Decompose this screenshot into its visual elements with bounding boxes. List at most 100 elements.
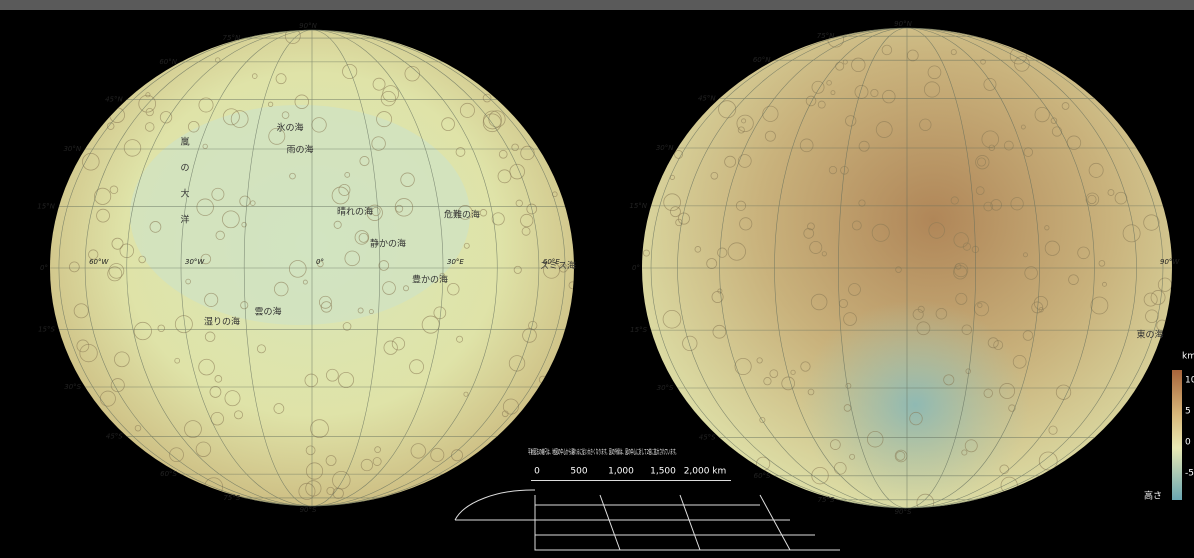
crater [256,344,266,354]
crater [482,93,492,103]
crater [368,309,374,315]
crater [870,88,879,98]
crater [109,185,119,195]
scale-bar [531,480,731,481]
latitude-label: 45°S [106,432,123,440]
latitude-label: 15°S [38,326,55,334]
crater [134,424,142,432]
crater [479,209,488,217]
latitude-label: 30°S [657,384,674,392]
crater [149,221,162,233]
crater [317,260,324,268]
crater [383,340,398,355]
crater [977,157,987,167]
crater [241,221,247,228]
crater [871,223,890,242]
crater [737,154,752,168]
crater [234,410,244,420]
crater [357,307,364,314]
crater [372,457,382,466]
crater [1145,309,1159,323]
latitude-label: 75°N [223,34,241,42]
crater [400,172,415,187]
crater [663,193,681,212]
legend-bar [1172,370,1182,500]
crater [1122,224,1141,243]
crater [111,237,124,250]
crater [96,208,110,223]
crater [1098,260,1106,267]
crater [677,212,690,225]
latitude-label: 15°N [37,202,55,210]
crater [912,308,924,320]
crater [298,482,316,500]
crater [674,149,683,159]
crater [338,183,351,196]
crater [706,258,718,269]
crater [382,281,396,295]
crater [331,186,350,205]
crater [214,375,223,383]
crater [790,369,796,375]
crater [568,281,574,290]
crater [843,312,857,326]
crater [895,266,902,273]
crater [281,111,290,119]
crater [240,301,249,310]
crater [961,324,973,335]
longitude-label: 30°W [185,258,205,266]
legend-tick: 5 [1185,407,1191,417]
crater [319,295,332,309]
note: 平射図法の縮尺は、地図の中心から離れるに従い大きくなります。図の外縁は、図の中心… [528,447,678,456]
crater [830,90,836,96]
longitude-label: 60°W [89,258,109,266]
crater [1014,56,1030,72]
crater [927,65,942,80]
crater [1020,124,1026,130]
crater [935,307,948,320]
crater [1107,189,1115,196]
crater [807,388,815,396]
crater [712,324,727,339]
crater [1048,425,1058,435]
crater [1044,240,1060,256]
crater [851,220,862,231]
feature-label: 晴れの海 [337,206,373,218]
latitude-label: 90°S [300,506,317,514]
crater [204,292,219,307]
crater [409,359,424,375]
crater [371,207,381,217]
latitude-label: 45°N [105,96,123,104]
crater [866,430,884,448]
feature-label: の [180,164,189,174]
latitude-label: 75°N [817,32,835,40]
crater [410,443,426,459]
crater [403,285,409,292]
crater [999,383,1016,399]
crater [463,391,469,397]
longitude-label: 30°E [447,258,464,266]
crater [224,390,241,407]
crater [849,453,856,460]
legend-label: 高さ [1144,490,1162,502]
crater [380,90,397,107]
crater [88,249,99,260]
crater [799,138,814,153]
crater [875,121,893,138]
crater [395,204,404,213]
crater [675,218,683,227]
crater [430,447,445,462]
latitude-label: 0° [632,264,640,272]
crater [250,200,256,206]
crater [928,222,945,239]
basin [800,300,1030,508]
crater [694,246,702,253]
crater [209,386,222,398]
crater [325,455,337,466]
crater [358,232,369,243]
crater [803,228,815,239]
crater [520,145,535,161]
legend-tick: 0 [1185,438,1191,448]
crater [289,172,296,180]
crater [463,242,470,249]
